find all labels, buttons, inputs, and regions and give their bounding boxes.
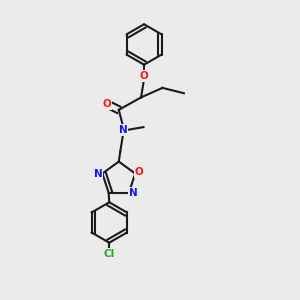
Text: N: N xyxy=(129,188,137,198)
Text: O: O xyxy=(134,167,143,177)
Text: O: O xyxy=(140,71,148,81)
Text: N: N xyxy=(119,125,128,135)
Text: Cl: Cl xyxy=(103,249,115,259)
Text: N: N xyxy=(94,169,103,178)
Text: O: O xyxy=(103,99,111,109)
